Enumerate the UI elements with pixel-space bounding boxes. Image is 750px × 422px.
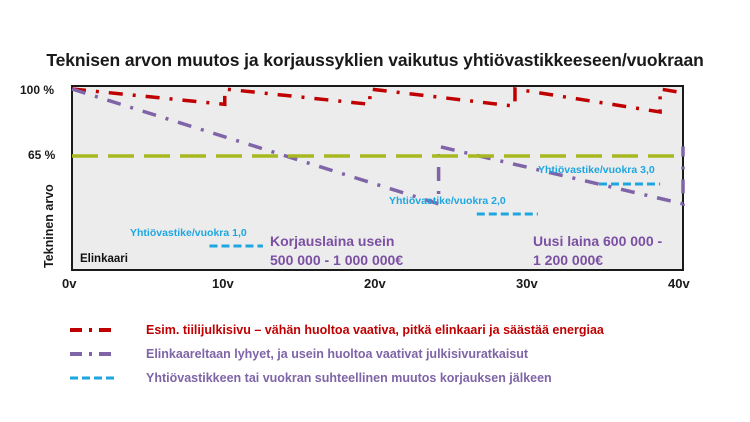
series-line-1 (71, 87, 685, 207)
x-axis-title: Elinkaari (80, 253, 128, 265)
x-tick-40: 40v (668, 276, 690, 291)
legend-label: Yhtiövastikkeen tai vuokran suhteellinen… (146, 371, 552, 385)
plot-area (71, 85, 684, 271)
dash-dot-red-icon (70, 328, 118, 332)
loan-note-2: Uusi laina 600 000 - 1 200 000€ (533, 232, 662, 270)
y-tick-65: 65 % (28, 148, 56, 162)
x-tick-10: 10v (212, 276, 234, 291)
x-tick-0: 0v (62, 276, 77, 291)
rent-label-2: Yhtiövastike/vuokra 2,0 (389, 195, 506, 207)
loan-note-1-line1: Korjauslaina usein (270, 233, 395, 249)
legend: Esim. tiilijulkisivu – vähän huoltoa vaa… (70, 318, 604, 390)
dash-dot-purple-icon (70, 352, 118, 356)
legend-item-rent: Yhtiövastikkeen tai vuokran suhteellinen… (70, 366, 604, 390)
loan-note-1-line2: 500 000 - 1 000 000€ (270, 252, 404, 268)
x-tick-30: 30v (516, 276, 538, 291)
loan-note-2-line1: Uusi laina 600 000 - (533, 233, 663, 249)
dash-blue-icon (70, 376, 118, 380)
legend-label: Esim. tiilijulkisivu – vähän huoltoa vaa… (146, 323, 604, 337)
y-axis-title: Tekninen arvo (42, 184, 56, 268)
legend-item-short: Elinkaareltaan lyhyet, ja usein huoltoa … (70, 342, 604, 366)
legend-label: Elinkaareltaan lyhyet, ja usein huoltoa … (146, 347, 529, 361)
series-line-0 (71, 86, 684, 115)
y-tick-100: 100 % (20, 83, 55, 97)
x-tick-20: 20v (364, 276, 386, 291)
chart-title: Teknisen arvon muutos ja korjaussyklien … (46, 50, 704, 70)
rent-label-3: Yhtiövastike/vuokra 3,0 (538, 164, 655, 176)
rent-label-1: Yhtiövastike/vuokra 1,0 (130, 227, 247, 239)
loan-note-2-line2: 1 200 000€ (533, 252, 604, 268)
loan-note-1: Korjauslaina usein 500 000 - 1 000 000€ (270, 232, 403, 270)
legend-item-brick: Esim. tiilijulkisivu – vähän huoltoa vaa… (70, 318, 604, 342)
